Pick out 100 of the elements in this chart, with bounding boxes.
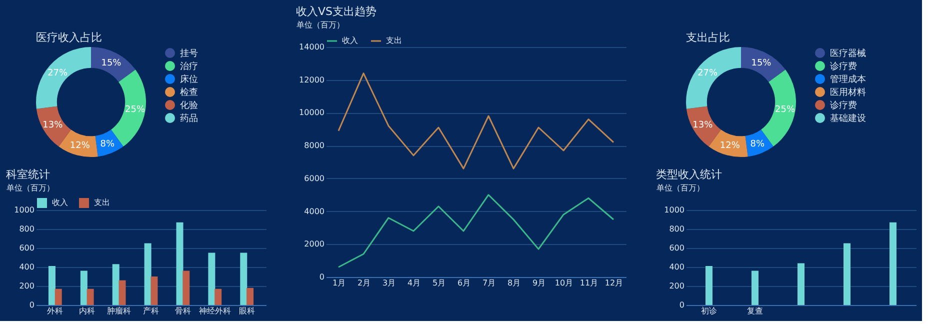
x-tick-label: 眼科	[238, 306, 255, 316]
x-tick-label: 神经外科	[198, 306, 231, 316]
data-label: 13%	[42, 120, 64, 131]
y-axis-title: 单位（百万）	[6, 184, 54, 192]
x-tick-label: 6月	[457, 278, 471, 288]
bar	[118, 280, 126, 305]
donut-slice	[36, 106, 71, 146]
y-tick-label: 800	[19, 224, 34, 234]
data-label: 15%	[101, 58, 122, 68]
y-axis-title: 单位（百万）	[296, 20, 344, 30]
bar	[208, 252, 216, 305]
donut-slice	[36, 47, 91, 109]
y-tick-label: 14000	[299, 42, 324, 52]
data-label: 12%	[720, 141, 740, 152]
x-tick-label: 11月	[580, 278, 598, 288]
x-tick-label: 4月	[407, 278, 421, 288]
chart-title: 类型收入统计	[656, 168, 722, 181]
x-tick-label: 肿瘤科	[107, 306, 132, 316]
bar	[214, 288, 222, 305]
y-tick-label: 200	[19, 282, 34, 290]
y-tick-label: 0	[319, 272, 324, 282]
donut-slice	[91, 47, 136, 82]
x-tick-label: 9月	[532, 278, 546, 288]
line-series	[338, 194, 614, 268]
y-tick-label: 8000	[304, 141, 324, 150]
bar	[844, 243, 850, 305]
x-tick-label: 内科	[79, 306, 96, 316]
data-label: 13%	[692, 120, 714, 131]
data-label: 8%	[750, 139, 765, 150]
bar	[54, 288, 62, 305]
donut-slice	[686, 106, 721, 146]
x-tick-label: 10月	[554, 278, 574, 288]
bar	[48, 266, 56, 305]
chart-title: 医疗收入占比	[36, 31, 102, 44]
x-tick-label: 初诊	[701, 306, 717, 316]
bar	[246, 288, 254, 305]
data-label: 12%	[70, 141, 90, 152]
y-tick-label: 0	[29, 300, 34, 310]
x-tick-label: 2月	[357, 278, 371, 288]
x-tick-label: 5月	[432, 278, 446, 288]
data-label: 25%	[124, 104, 146, 115]
y-tick-label: 6000	[304, 174, 324, 183]
data-label: 8%	[100, 139, 115, 150]
y-tick-label: 10000	[299, 108, 324, 118]
x-tick-label: 骨科	[174, 306, 191, 316]
y-tick-label: 0	[679, 300, 684, 310]
donut-slice	[708, 130, 748, 157]
legend-label: 收入	[342, 36, 358, 45]
y-tick-label: 400	[669, 262, 684, 272]
donut-slice	[686, 47, 741, 109]
chart-title: 支出占比	[686, 31, 730, 44]
chart-title: 收入VS支出趋势	[296, 5, 377, 18]
legend-label: 诊疗费	[830, 61, 857, 72]
donut-slice	[58, 130, 98, 157]
legend-label: 医用材料	[830, 87, 866, 98]
x-tick-label: 1月	[332, 278, 346, 288]
bar	[890, 222, 896, 305]
line-series	[338, 72, 614, 170]
y-tick-label: 12000	[299, 75, 324, 84]
bar	[240, 252, 248, 305]
bar	[706, 266, 712, 305]
x-tick-label: 3月	[382, 278, 396, 288]
data-label: 27%	[698, 68, 718, 79]
x-tick-label: 7月	[482, 278, 496, 288]
bar	[176, 222, 184, 305]
legend-label: 支出	[386, 36, 402, 45]
y-tick-label: 600	[19, 244, 34, 252]
bar	[86, 288, 94, 305]
legend-label: 挂号	[180, 48, 198, 59]
legend-label: 基础建设	[830, 113, 866, 124]
bar	[80, 270, 88, 305]
legend-label: 药品	[180, 113, 198, 124]
data-label: 27%	[48, 68, 68, 79]
y-tick-label: 4000	[304, 206, 324, 216]
x-tick-label: 12月	[604, 278, 624, 288]
bar	[144, 243, 152, 305]
y-tick-label: 200	[669, 282, 684, 290]
chart-title: 科室统计	[6, 168, 50, 181]
data-label: 25%	[774, 104, 796, 115]
legend-label: 管理成本	[830, 74, 866, 85]
legend-label: 诊疗费	[830, 100, 857, 111]
y-tick-label: 600	[669, 244, 684, 252]
x-tick-label: 复查	[747, 306, 763, 316]
x-tick-label: 产科	[143, 306, 159, 316]
legend-label: 检查	[180, 87, 198, 98]
y-tick-label: 800	[669, 224, 684, 234]
y-tick-label: 1000	[14, 206, 34, 214]
y-tick-label: 2000	[304, 240, 324, 249]
legend-label: 化验	[180, 100, 198, 111]
legend-label: 医疗器械	[830, 48, 866, 59]
x-tick-label: 外科	[47, 306, 64, 316]
legend-label: 支出	[94, 198, 110, 207]
donut-slice	[741, 47, 786, 82]
bar	[182, 270, 190, 305]
bar	[798, 263, 804, 305]
y-axis-title: 单位（百万）	[656, 184, 704, 192]
legend-label: 收入	[52, 198, 68, 207]
legend-label: 床位	[180, 74, 198, 85]
bar	[752, 270, 758, 305]
x-tick-label: 8月	[507, 278, 521, 288]
